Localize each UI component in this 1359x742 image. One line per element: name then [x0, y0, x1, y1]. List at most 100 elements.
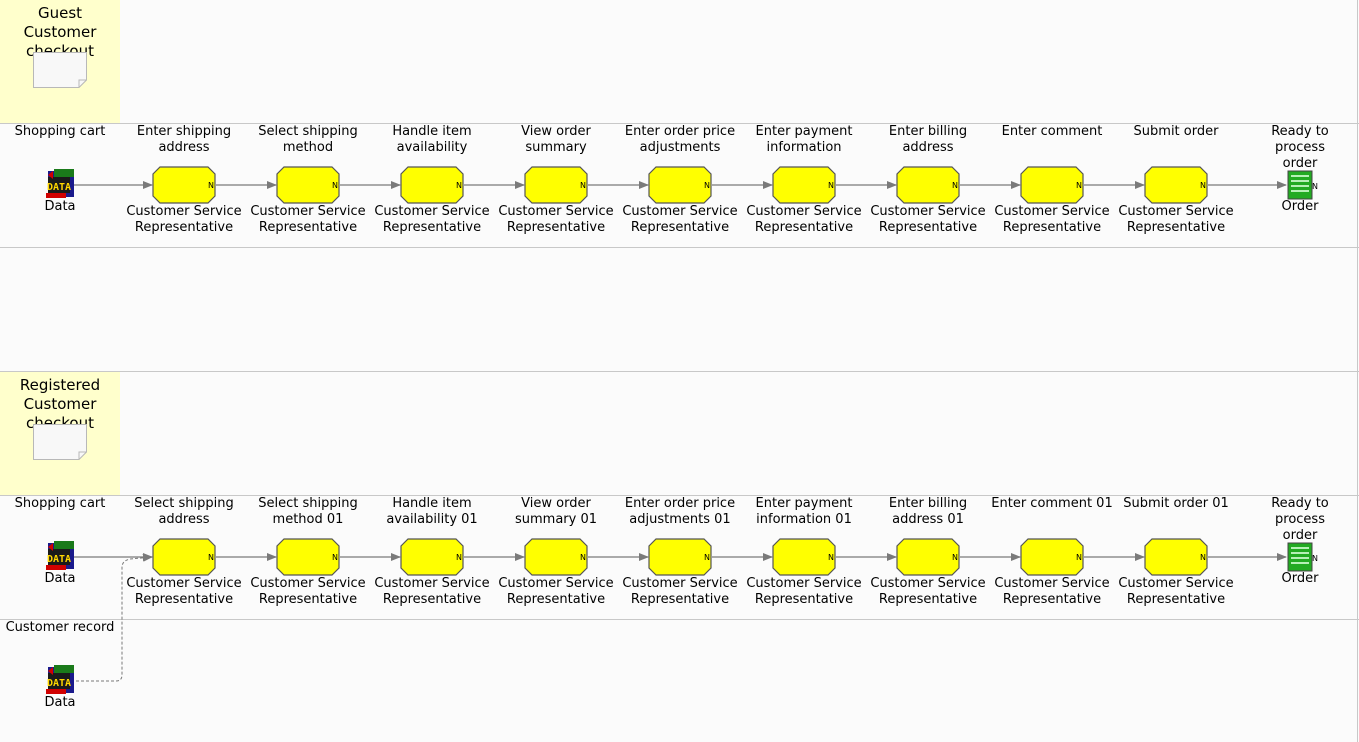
task-performer: Customer Service Representative	[994, 204, 1110, 235]
task-title: Enter comment	[1001, 124, 1103, 139]
data-caption: Data	[44, 199, 76, 214]
task-performer: Customer Service Representative	[622, 576, 738, 607]
svg-text:N: N	[828, 181, 834, 190]
task-activity-shape[interactable]: N	[276, 538, 340, 576]
task-activity-shape[interactable]: N	[1020, 166, 1084, 204]
document-icon	[33, 424, 87, 460]
task-activity-shape[interactable]: N	[896, 166, 960, 204]
task-activity-shape[interactable]: N	[648, 166, 712, 204]
task-performer: Customer Service Representative	[870, 576, 986, 607]
task-performer: Customer Service Representative	[870, 204, 986, 235]
document-icon	[33, 52, 87, 88]
task-performer: Customer Service Representative	[126, 576, 242, 607]
task-performer: Customer Service Representative	[126, 204, 242, 235]
data-store-icon[interactable]: DATA	[44, 541, 76, 573]
task-title: Handle item availability	[392, 124, 472, 155]
task-title: Enter order price adjustments	[624, 124, 736, 155]
svg-text:N: N	[828, 553, 834, 562]
task-activity-shape[interactable]: N	[1144, 166, 1208, 204]
data-caption: Data	[44, 695, 76, 710]
svg-text:N: N	[704, 181, 710, 190]
task-activity-shape[interactable]: N	[772, 538, 836, 576]
task-title: Select shipping address	[134, 496, 234, 527]
task-activity-shape[interactable]: N	[896, 538, 960, 576]
svg-text:N: N	[332, 553, 338, 562]
svg-text:DATA: DATA	[47, 182, 71, 193]
task-activity-shape[interactable]: N	[400, 166, 464, 204]
process-header-registered[interactable]: Registered Customer checkout	[0, 372, 120, 495]
task-activity-shape[interactable]: N	[152, 166, 216, 204]
task-activity-shape[interactable]: N	[772, 166, 836, 204]
customer-record-lane-label: Customer record	[5, 620, 115, 635]
task-performer: Customer Service Representative	[994, 576, 1110, 607]
task-performer: Customer Service Representative	[622, 204, 738, 235]
task-title: Select shipping method 01	[258, 496, 358, 527]
input-lane-label: Shopping cart	[14, 496, 106, 511]
data-store-icon[interactable]: DATA	[44, 665, 76, 697]
task-activity-shape[interactable]: N	[524, 166, 588, 204]
svg-text:N: N	[704, 553, 710, 562]
input-lane-label: Shopping cart	[14, 124, 106, 139]
task-performer: Customer Service Representative	[374, 204, 490, 235]
svg-text:N: N	[1076, 553, 1082, 562]
lane-divider	[0, 247, 1359, 248]
task-performer: Customer Service Representative	[250, 576, 366, 607]
task-activity-shape[interactable]: N	[1144, 538, 1208, 576]
task-title: Enter billing address	[888, 124, 968, 155]
data-caption: Data	[44, 571, 76, 586]
svg-text:N: N	[208, 553, 214, 562]
task-performer: Customer Service Representative	[250, 204, 366, 235]
task-performer: Customer Service Representative	[1118, 204, 1234, 235]
svg-text:N: N	[1200, 181, 1206, 190]
task-performer: Customer Service Representative	[1118, 576, 1234, 607]
svg-text:N: N	[580, 181, 586, 190]
task-title: Enter comment 01	[991, 496, 1113, 511]
task-performer: Customer Service Representative	[746, 204, 862, 235]
svg-text:N: N	[1312, 554, 1318, 563]
svg-text:N: N	[456, 553, 462, 562]
task-activity-shape[interactable]: N	[1020, 538, 1084, 576]
task-activity-shape[interactable]: N	[276, 166, 340, 204]
svg-text:DATA: DATA	[47, 554, 71, 565]
output-label: Ready to process order	[1271, 124, 1329, 171]
svg-text:N: N	[1200, 553, 1206, 562]
lane-divider	[0, 495, 1359, 496]
output-label: Ready to process order	[1271, 496, 1329, 543]
task-title: Handle item availability 01	[386, 496, 478, 527]
task-activity-shape[interactable]: N	[524, 538, 588, 576]
order-caption: Order	[1281, 571, 1319, 586]
lane-divider	[0, 371, 1359, 372]
svg-text:N: N	[332, 181, 338, 190]
task-activity-shape[interactable]: N	[152, 538, 216, 576]
task-title: Submit order 01	[1123, 496, 1229, 511]
task-title: Enter order price adjustments 01	[624, 496, 736, 527]
svg-text:N: N	[456, 181, 462, 190]
svg-text:DATA: DATA	[47, 678, 71, 689]
task-performer: Customer Service Representative	[374, 576, 490, 607]
svg-text:N: N	[952, 181, 958, 190]
task-title: Enter payment information 01	[755, 496, 853, 527]
task-title: Enter shipping address	[136, 124, 232, 155]
svg-text:N: N	[1312, 182, 1318, 191]
right-border	[1357, 0, 1358, 742]
task-title: View order summary	[521, 124, 591, 155]
data-store-icon[interactable]: DATA	[44, 169, 76, 201]
lane-divider	[0, 123, 1359, 124]
task-performer: Customer Service Representative	[498, 204, 614, 235]
svg-text:N: N	[580, 553, 586, 562]
order-document-icon[interactable]: N	[1286, 541, 1318, 573]
task-performer: Customer Service Representative	[746, 576, 862, 607]
task-title: Enter billing address 01	[888, 496, 968, 527]
lane-divider	[0, 619, 1359, 620]
order-document-icon[interactable]: N	[1286, 169, 1318, 201]
task-title: Select shipping method	[258, 124, 358, 155]
order-caption: Order	[1281, 199, 1319, 214]
association-connector	[76, 553, 153, 682]
task-title: Submit order	[1133, 124, 1219, 139]
task-title: View order summary 01	[514, 496, 598, 527]
svg-text:N: N	[208, 181, 214, 190]
svg-text:N: N	[1076, 181, 1082, 190]
task-activity-shape[interactable]: N	[648, 538, 712, 576]
task-activity-shape[interactable]: N	[400, 538, 464, 576]
